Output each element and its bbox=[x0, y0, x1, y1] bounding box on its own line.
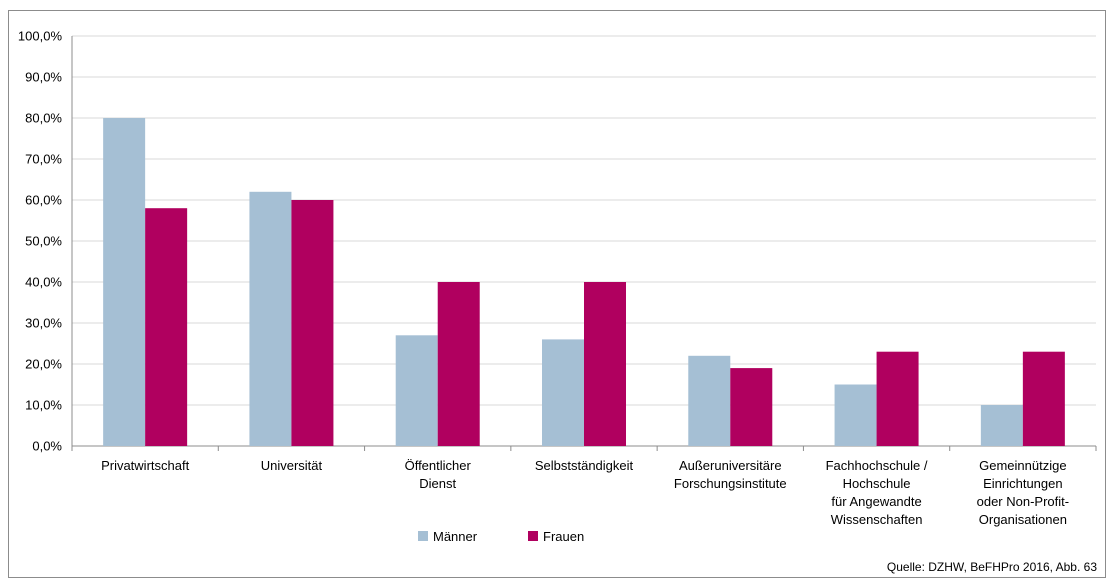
bar-maenner bbox=[249, 191, 292, 446]
x-category-labels: Privatwirtschaft Universität Öffentlicher D… bbox=[101, 458, 1069, 527]
legend-label: Männer bbox=[433, 529, 478, 544]
legend: Männer Frauen bbox=[418, 529, 584, 544]
y-tick-label: 70,0% bbox=[25, 152, 62, 167]
y-tick-label: 0,0% bbox=[32, 439, 62, 454]
x-category-label: Privatwirtschaft bbox=[101, 458, 190, 473]
bar-maenner bbox=[103, 118, 146, 446]
bar-frauen bbox=[291, 200, 334, 446]
x-category-label: Universität bbox=[261, 458, 323, 473]
x-category-label: Außeruniversitäre Forschungsinstitute bbox=[674, 458, 787, 491]
y-tick-labels: 0,0% 10,0% 20,0% 30,0% 40,0% 50,0% 60,0% 70,0% 8… bbox=[18, 29, 63, 454]
y-tick-label: 90,0% bbox=[25, 70, 62, 85]
chart-frame bbox=[8, 10, 1106, 578]
bars bbox=[103, 118, 1065, 446]
y-tick-label: 60,0% bbox=[25, 193, 62, 208]
bar-maenner bbox=[834, 384, 877, 446]
x-category-label: Öffentlicher Dienst bbox=[405, 458, 472, 491]
bar-maenner bbox=[688, 355, 731, 446]
bar-frauen bbox=[145, 208, 188, 446]
y-tick-label: 10,0% bbox=[25, 398, 62, 413]
y-tick-label: 30,0% bbox=[25, 316, 62, 331]
bar-maenner bbox=[395, 335, 438, 446]
legend-swatch bbox=[418, 531, 428, 541]
x-category-label: Gemeinnützige Einrichtungen oder Non-Profi… bbox=[977, 458, 1069, 527]
bar-frauen bbox=[730, 368, 773, 446]
bar-maenner bbox=[980, 405, 1023, 446]
legend-label: Frauen bbox=[543, 529, 584, 544]
y-tick-label: 100,0% bbox=[18, 29, 63, 44]
legend-swatch bbox=[528, 531, 538, 541]
x-category-label: Selbstständigkeit bbox=[535, 458, 634, 473]
y-tick-label: 40,0% bbox=[25, 275, 62, 290]
source-note: Quelle: DZHW, BeFHPro 2016, Abb. 63 bbox=[887, 560, 1097, 574]
bar-frauen bbox=[876, 351, 919, 446]
y-tick-label: 80,0% bbox=[25, 111, 62, 126]
bar-frauen bbox=[437, 282, 480, 446]
y-tick-label: 20,0% bbox=[25, 357, 62, 372]
x-category-label: Fachhochschule / Hochschule für Angewandte… bbox=[826, 458, 928, 527]
bar-frauen bbox=[1022, 351, 1065, 446]
y-tick-label: 50,0% bbox=[25, 234, 62, 249]
bar-frauen bbox=[584, 282, 626, 446]
gridlines bbox=[72, 35, 1096, 406]
bar-maenner bbox=[542, 339, 584, 446]
